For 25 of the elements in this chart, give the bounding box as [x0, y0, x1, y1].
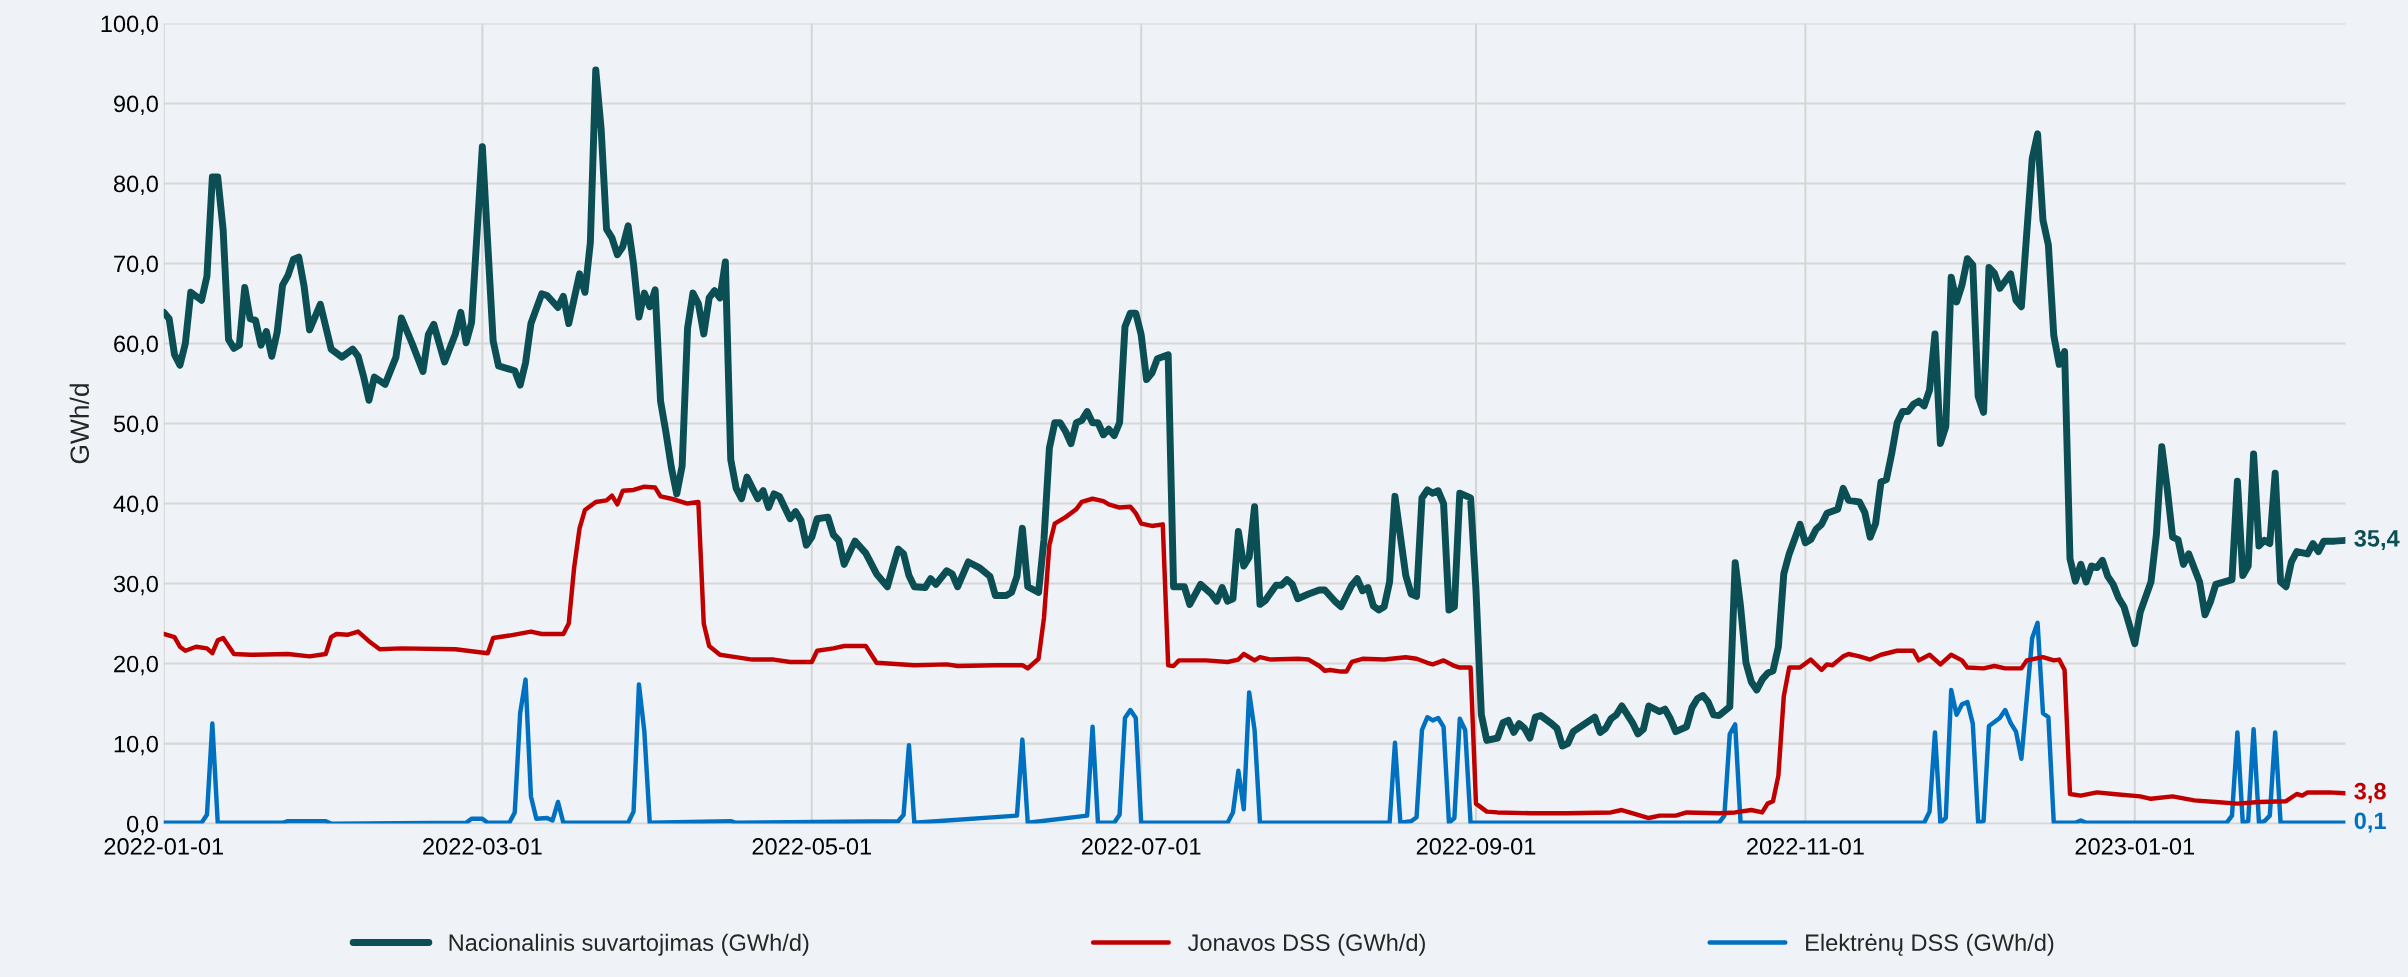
annotation: 3,8 — [2354, 782, 2386, 803]
annotation: 35,4 — [2354, 529, 2400, 551]
y-tick-label: 10,0 — [114, 735, 158, 756]
y-tick-label: 30,0 — [113, 575, 158, 596]
y-tick-label: 40,0 — [113, 495, 158, 516]
y-tick-label: 90,0 — [114, 95, 158, 116]
x-tick-label: 2023-01-01 — [2075, 838, 2195, 855]
x-tick-label: 2022-05-01 — [752, 838, 871, 855]
y-tick-label: 80,0 — [113, 175, 158, 196]
x-tick-label: 2022-07-01 — [1081, 838, 1201, 855]
y-tick-label: 0,0 — [126, 815, 158, 836]
y-tick-label: 70,0 — [114, 255, 158, 276]
annotation: 0,1 — [2354, 812, 2386, 833]
y-tick-label: 20,0 — [114, 655, 158, 676]
y-tick-label: 60,0 — [114, 335, 158, 356]
x-tick-label: 2022-11-01 — [1747, 838, 1864, 855]
x-tick-label: 2022-09-01 — [1416, 838, 1536, 855]
legend-label: Jonavos DSS (GWh/d) — [1187, 933, 1425, 956]
legend-label: Elektrėnų DSS (GWh/d) — [1806, 933, 2054, 956]
y-tick-label: 100,0 — [101, 15, 158, 36]
y-tick-label: 50,0 — [113, 415, 158, 436]
legend-label: Nacionalinis suvartojimas (GWh/d) — [449, 933, 809, 956]
x-tick-label: 2022-03-01 — [423, 838, 542, 855]
y-axis-title: GWh/d — [69, 384, 90, 464]
x-tick-label: 2022-01-01 — [104, 838, 223, 855]
